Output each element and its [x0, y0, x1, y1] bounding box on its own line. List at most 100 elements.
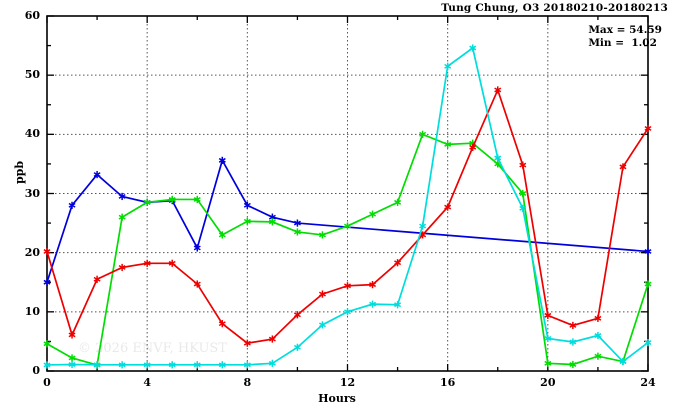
data-point — [118, 213, 126, 221]
data-point — [569, 321, 577, 330]
data-point — [43, 340, 51, 348]
data-point — [268, 335, 276, 343]
data-point — [118, 192, 126, 201]
data-point — [118, 263, 126, 272]
y-tick-label: 10 — [24, 304, 40, 318]
data-point — [268, 218, 276, 226]
data-point — [619, 163, 627, 171]
data-point — [243, 217, 251, 225]
data-point — [243, 339, 251, 347]
data-point — [644, 339, 652, 347]
x-tick-label: 16 — [440, 376, 456, 389]
data-point — [644, 280, 652, 288]
data-point — [293, 311, 301, 319]
min-value-label: Min = 1.02 — [588, 37, 657, 49]
data-point — [43, 361, 51, 369]
data-point — [193, 361, 201, 369]
data-point — [444, 62, 452, 70]
data-point — [318, 231, 326, 239]
data-point — [644, 124, 652, 133]
data-point — [369, 300, 377, 308]
data-point — [594, 314, 602, 322]
data-point — [193, 195, 201, 204]
data-point — [143, 361, 151, 369]
data-point — [344, 222, 351, 230]
y-tick-label: 50 — [24, 68, 40, 82]
data-point — [243, 201, 251, 209]
data-point — [519, 161, 527, 169]
data-point — [394, 301, 402, 309]
data-point — [268, 359, 276, 367]
data-point — [369, 281, 377, 289]
data-point — [419, 222, 427, 230]
y-tick-label: 20 — [24, 245, 40, 259]
y-tick-label: 30 — [24, 186, 40, 200]
y-tick-label: 40 — [24, 127, 40, 141]
data-point — [143, 198, 151, 206]
data-point — [318, 321, 326, 329]
data-point — [43, 247, 51, 256]
data-point — [193, 244, 201, 252]
data-point — [68, 201, 76, 209]
data-point — [569, 338, 577, 346]
x-axis-label: Hours — [318, 392, 356, 405]
data-point — [444, 140, 452, 148]
data-point — [519, 189, 527, 198]
data-point — [68, 354, 76, 362]
data-point — [644, 247, 652, 256]
data-point — [469, 143, 477, 151]
data-point — [43, 278, 51, 286]
data-point — [469, 44, 477, 52]
data-point — [243, 361, 251, 369]
data-point — [218, 361, 226, 369]
data-point — [344, 308, 351, 316]
stats-annotation: Max = 54.59 Min = 1.02 — [588, 24, 662, 50]
data-point — [494, 86, 502, 94]
x-tick-label: 0 — [43, 376, 51, 389]
data-point — [394, 259, 402, 267]
series-line-20180210 — [46, 158, 649, 283]
data-point — [293, 343, 301, 351]
y-tick-label: 60 — [24, 9, 40, 22]
data-point — [93, 275, 101, 283]
data-point — [594, 352, 602, 360]
data-point — [168, 361, 176, 369]
data-point — [544, 334, 552, 343]
x-tick-label: 4 — [143, 376, 151, 389]
data-point — [569, 360, 577, 369]
data-point — [93, 361, 101, 369]
data-point — [168, 259, 176, 267]
data-point — [293, 219, 301, 227]
x-tick-label: 12 — [339, 376, 356, 389]
data-point — [218, 320, 226, 328]
data-point — [318, 290, 326, 298]
data-point — [394, 198, 402, 206]
data-point — [218, 156, 226, 164]
data-point — [519, 204, 527, 212]
data-point — [218, 231, 226, 239]
data-point — [193, 280, 201, 288]
data-point — [544, 311, 552, 319]
data-point — [93, 170, 101, 179]
data-point — [619, 357, 627, 366]
data-point — [143, 259, 151, 267]
max-value-label: Max = 54.59 — [588, 24, 662, 36]
data-point — [344, 282, 351, 290]
data-point — [594, 331, 602, 340]
data-point — [444, 203, 452, 211]
data-point — [168, 195, 176, 204]
data-point — [494, 154, 502, 162]
data-point — [369, 210, 377, 218]
x-tick-label: 20 — [540, 376, 556, 389]
data-point — [68, 331, 76, 339]
data-point — [118, 361, 126, 369]
data-point — [293, 228, 301, 236]
data-point — [68, 360, 76, 369]
x-tick-label: 24 — [640, 376, 656, 389]
chart-title: Tung Chung, O3 20180210-20180213 — [441, 2, 668, 14]
data-point — [419, 130, 427, 138]
data-point — [544, 359, 552, 367]
y-tick-label: 0 — [32, 364, 40, 377]
